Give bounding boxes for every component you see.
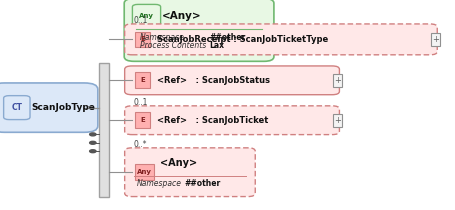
Text: <Ref>   : ScanJobTicket: <Ref> : ScanJobTicket [157, 116, 268, 125]
Text: +: + [432, 35, 439, 44]
Text: 0..1: 0..1 [134, 98, 148, 107]
Bar [135, 72, 150, 88]
Bar [99, 63, 109, 197]
Text: Namespace: Namespace [136, 180, 182, 188]
FancyBboxPatch shape [125, 106, 339, 135]
FancyBboxPatch shape [0, 83, 98, 132]
FancyBboxPatch shape [125, 148, 255, 197]
Text: ScanJobType: ScanJobType [32, 103, 96, 112]
Text: E: E [140, 77, 145, 83]
Text: ScanJobReceipt : ScanJobTicketType: ScanJobReceipt : ScanJobTicketType [157, 35, 328, 44]
Text: Any: Any [137, 169, 152, 175]
Text: <Any>: <Any> [162, 11, 201, 21]
Text: <Any>: <Any> [160, 158, 197, 168]
Text: +: + [334, 76, 341, 85]
Text: Lax: Lax [209, 41, 224, 50]
FancyBboxPatch shape [125, 66, 339, 95]
Text: E: E [140, 117, 145, 123]
Text: E: E [140, 36, 145, 42]
Text: 0..1: 0..1 [134, 16, 148, 25]
Text: =: = [86, 103, 93, 112]
Bar [333, 114, 342, 126]
Bar [333, 74, 342, 87]
FancyBboxPatch shape [4, 96, 30, 119]
Text: +: + [334, 116, 341, 125]
Bar [135, 112, 150, 128]
Bar [135, 164, 154, 180]
FancyBboxPatch shape [124, 0, 274, 61]
Text: 0..*: 0..* [134, 140, 147, 149]
Text: <Ref>   : ScanJobStatus: <Ref> : ScanJobStatus [157, 76, 270, 85]
FancyBboxPatch shape [132, 4, 161, 27]
Text: Any: Any [139, 13, 154, 18]
Text: CT: CT [11, 103, 22, 112]
Text: ##other: ##other [184, 180, 221, 188]
Bar [135, 32, 150, 47]
Circle shape [90, 141, 96, 144]
FancyBboxPatch shape [125, 24, 437, 55]
Bar [431, 33, 440, 46]
Text: ##other: ##other [209, 33, 246, 42]
Circle shape [90, 133, 96, 136]
Circle shape [90, 150, 96, 153]
Text: Process Contents: Process Contents [140, 41, 206, 50]
Text: Namespace: Namespace [140, 33, 185, 42]
